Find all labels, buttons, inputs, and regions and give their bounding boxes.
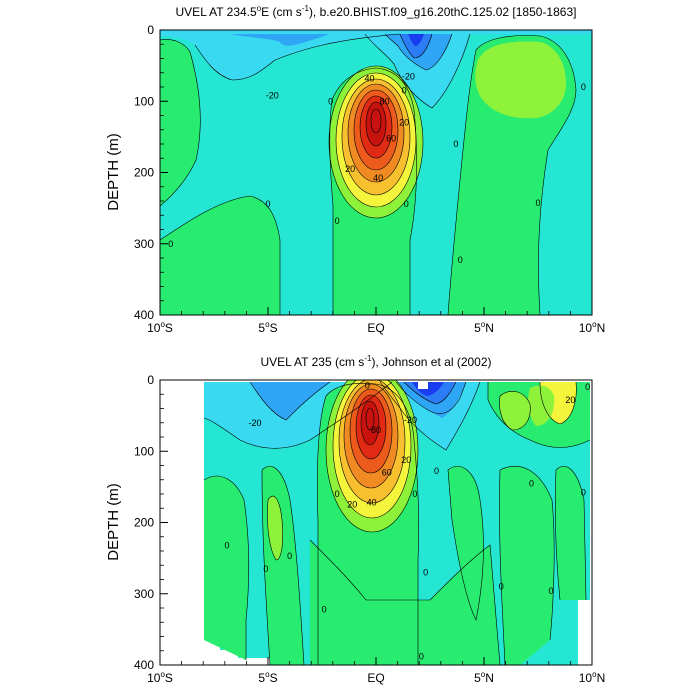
panel-title-model: UVEL AT 234.5oE (cm s-1), b.e20.BHIST.f0… [176, 4, 577, 19]
contour-label-observations: -20 [249, 418, 262, 428]
fill-euc-70 [366, 102, 386, 146]
fill-westward-core-obs [250, 382, 330, 420]
contour-label-observations: 20 [401, 455, 411, 465]
contour-label-observations: 0 [548, 586, 553, 596]
contour-label-observations: 20 [347, 500, 357, 510]
contour-field-observations [160, 380, 592, 665]
y-tick-label-observations: 0 [147, 373, 154, 387]
y-tick-label-observations: 100 [134, 444, 154, 458]
contour-label-model: 60 [386, 133, 396, 143]
y-tick-label-model: 200 [134, 166, 154, 180]
contour-label-model: 0 [335, 216, 340, 226]
fill-deep-positive-a [204, 476, 249, 660]
y-tick-label-observations: 200 [134, 516, 154, 530]
x-tick-label-observations: 10oN [579, 670, 605, 685]
panel-model: UVEL AT 234.5oE (cm s-1), b.e20.BHIST.f0… [105, 4, 605, 335]
contour-label-model: 40 [373, 173, 383, 183]
x-tick-label-observations: 10oS [147, 670, 173, 685]
x-tick-label-model: 5oN [474, 320, 494, 335]
contour-label-model: 20 [345, 164, 355, 174]
contour-label-observations: -20 [404, 415, 417, 425]
fill-deep-positive-f [555, 466, 586, 600]
contour-label-model: 0 [458, 255, 463, 265]
contour-label-model: 20 [399, 118, 409, 128]
contour-label-model: 0 [168, 239, 173, 249]
fill-sec-n40 [408, 34, 424, 46]
contour-label-model: 80 [380, 96, 390, 106]
contour-label-model: 0 [581, 82, 586, 92]
contour-label-model: 0 [535, 198, 540, 208]
contour-lines-model [160, 33, 577, 315]
contour-label-observations: 0 [322, 604, 327, 614]
contour-label-model: 0 [328, 96, 333, 106]
fill-surface-strip [160, 30, 592, 34]
x-tick-label-observations: 5oN [474, 670, 494, 685]
fill-deep-positive-d [448, 466, 484, 620]
y-tick-label-model: 400 [134, 308, 154, 322]
contour-label-model: 0 [265, 199, 270, 209]
y-axis-label-model: DEPTH (m) [105, 133, 122, 211]
contour-label-model: 0 [453, 139, 458, 149]
fill-deep-core-b [267, 496, 283, 560]
fill-gap-surface [418, 381, 428, 389]
fill-nec-core [475, 41, 566, 119]
contour-label-observations: 0 [412, 489, 417, 499]
x-tick-label-observations: EQ [367, 671, 384, 685]
contour-label-observations: 0 [365, 381, 370, 391]
contour-lines-observations [203, 380, 591, 665]
fill-deep-positive-e [499, 466, 555, 665]
y-tick-label-observations: 400 [134, 658, 154, 672]
contour-label-observations: 20 [565, 395, 575, 405]
contour-label-model: 0 [402, 86, 407, 96]
fill-ncc-core-a [499, 391, 531, 430]
x-tick-label-model: 10oS [147, 320, 173, 335]
contour-label-model: 0 [404, 199, 409, 209]
contour-label-observations: 0 [419, 651, 424, 661]
contour-label-observations: 0 [581, 488, 586, 498]
panel-observations: UVEL AT 235 (cm s-1), Johnson et al (200… [105, 354, 605, 685]
contour-label-observations: 0 [529, 478, 534, 488]
y-tick-label-model: 300 [134, 237, 154, 251]
x-tick-label-model: EQ [367, 321, 384, 335]
fill-surface-westward [160, 34, 400, 80]
contour-labels-observations: 0 -20 -20 80 60 20 20 40 20 0 0 0 0 0 0 0 0 0 0 0 0 0 0 [224, 381, 590, 662]
fill-ncc-core-c [528, 385, 555, 426]
contour-label-model: -20 [402, 71, 415, 81]
contour-label-model: 40 [365, 73, 375, 83]
x-tick-label-observations: 5oS [258, 670, 277, 685]
contour-label-observations: 80 [371, 425, 381, 435]
contour-label-model: -20 [266, 91, 279, 101]
contour-label-observations: 60 [382, 468, 392, 478]
contour-field-model [160, 30, 592, 315]
y-tick-label-observations: 300 [134, 587, 154, 601]
contour-label-observations: 0 [434, 466, 439, 476]
y-axis-label-observations: DEPTH (m) [105, 483, 122, 561]
fill-deep-west-positive [160, 196, 280, 315]
contour-label-observations: 0 [423, 567, 428, 577]
fill-euc-70-obs [361, 401, 379, 445]
fill-west-positive [160, 39, 201, 206]
contour-label-observations: 0 [585, 382, 590, 392]
x-tick-label-model: 5oS [258, 320, 277, 335]
contour-label-observations: 0 [335, 489, 340, 499]
y-tick-label-model: 0 [147, 23, 154, 37]
contour-label-observations: 0 [499, 582, 504, 592]
contour-label-observations: 0 [263, 564, 268, 574]
contour-label-observations: 0 [287, 551, 292, 561]
contour-label-observations: 40 [367, 498, 377, 508]
contour-label-observations: 0 [224, 540, 229, 550]
y-tick-label-model: 100 [134, 94, 154, 108]
fill-westward-core [230, 34, 330, 46]
panel-title-observations: UVEL AT 235 (cm s-1), Johnson et al (200… [260, 354, 491, 369]
x-tick-label-model: 10oN [579, 320, 605, 335]
fill-sec-n30 [400, 34, 432, 58]
